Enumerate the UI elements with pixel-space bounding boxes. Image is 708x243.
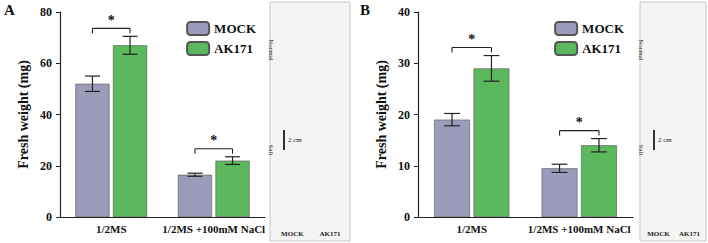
svg-text:*: * <box>468 32 475 47</box>
svg-text:Fresh weight (mg): Fresh weight (mg) <box>16 60 32 169</box>
svg-text:AK171: AK171 <box>582 41 621 56</box>
svg-text:1/2MS: 1/2MS <box>456 223 487 235</box>
svg-text:A: A <box>4 2 15 18</box>
svg-text:40: 40 <box>40 108 52 122</box>
svg-text:60: 60 <box>40 56 52 70</box>
svg-text:10: 10 <box>398 159 410 173</box>
svg-text:Normal: Normal <box>637 39 645 60</box>
svg-text:MOCK: MOCK <box>214 21 257 36</box>
svg-text:*: * <box>576 115 583 130</box>
svg-text:Salt: Salt <box>637 145 645 156</box>
svg-text:40: 40 <box>398 5 410 19</box>
svg-text:1/2MS +100mM NaCl: 1/2MS +100mM NaCl <box>162 223 265 235</box>
svg-text:30: 30 <box>398 56 410 70</box>
svg-text:MOCK: MOCK <box>281 230 304 238</box>
svg-text:2 cm: 2 cm <box>658 136 672 144</box>
svg-text:20: 20 <box>40 159 52 173</box>
svg-text:MOCK: MOCK <box>647 230 670 238</box>
svg-text:MOCK: MOCK <box>582 21 625 36</box>
svg-text:AK171: AK171 <box>320 230 342 238</box>
svg-text:B: B <box>360 2 370 18</box>
svg-text:0: 0 <box>404 210 410 224</box>
svg-text:80: 80 <box>40 5 52 19</box>
svg-text:AK171: AK171 <box>679 230 701 238</box>
svg-text:20: 20 <box>398 108 410 122</box>
svg-text:AK171: AK171 <box>214 41 253 56</box>
svg-text:2 cm: 2 cm <box>288 136 302 144</box>
svg-text:*: * <box>210 133 217 148</box>
svg-text:Fresh weight (mg): Fresh weight (mg) <box>374 60 390 169</box>
svg-text:1/2MS: 1/2MS <box>96 223 127 235</box>
svg-text:1/2MS +100mM NaCl: 1/2MS +100mM NaCl <box>528 223 631 235</box>
svg-text:*: * <box>108 13 115 28</box>
svg-text:Salt: Salt <box>267 145 275 156</box>
svg-text:Normal: Normal <box>267 39 275 60</box>
svg-text:0: 0 <box>46 210 52 224</box>
